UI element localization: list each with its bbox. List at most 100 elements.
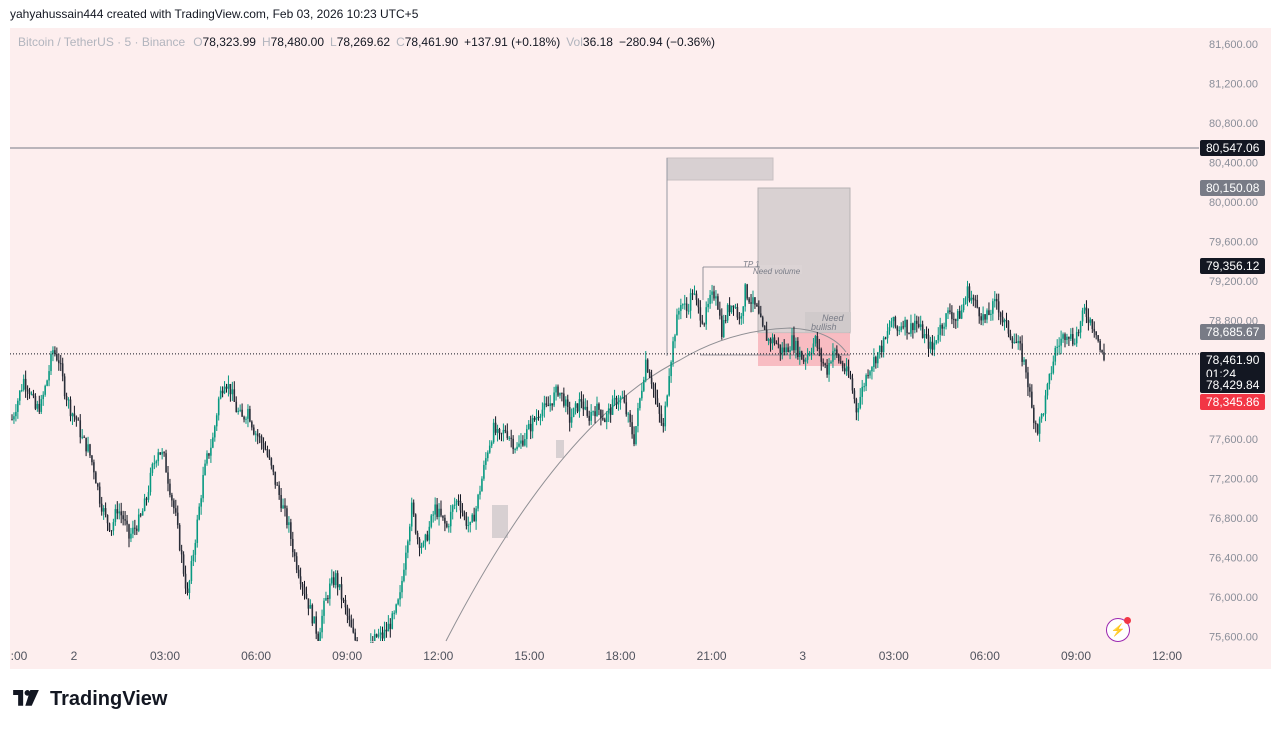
candle-body [814,336,817,344]
candle-body [143,498,146,512]
candle-body [1060,338,1062,346]
symbol-name[interactable]: Bitcoin / TetherUS · 5 · Binance [18,35,186,49]
candle-body [307,598,310,609]
low-label: L [330,35,337,49]
candle-body [81,436,83,438]
candle-body [1050,372,1053,374]
candle-body [937,334,940,341]
candle-body [656,398,659,405]
price-tag: 78,429.84 [1200,377,1265,393]
candle-body [500,433,503,435]
candle-body [32,393,35,397]
candle-body [1031,391,1033,408]
candle-body [545,403,548,406]
candle-body [182,554,185,574]
price-tag-label: 80,150.08 [1206,181,1260,195]
candle-body [63,376,66,397]
candle-body [77,419,80,421]
candle-body [652,384,655,390]
candle-body [754,297,756,305]
candle-body [670,362,672,377]
candle-body [424,534,427,543]
candle-body [153,463,156,465]
candle-body [779,344,782,354]
symbol-legend: Bitcoin / TetherUS · 5 · Binance O78,323.… [18,35,721,49]
candle-body [1103,352,1105,360]
candle-body [721,315,723,337]
candle-body [711,291,713,295]
candle-body [935,340,938,344]
candle-body [680,305,682,311]
candle-body [906,319,908,334]
candle-body [664,405,667,427]
candle-body [235,401,238,413]
candle-body [225,386,228,389]
candle-body [379,632,382,635]
candle-body [286,508,288,526]
candle-body [810,352,813,354]
price-lines-layer [10,147,1199,355]
candle-body [795,340,797,351]
candle-body [1007,321,1010,334]
candle-body [120,511,122,516]
candle-body [175,508,177,513]
time-tick-label: 09:00 [1061,649,1091,663]
candle-body [204,463,206,475]
candle-body [730,305,733,313]
candle-body [884,337,887,339]
candle-body [492,422,495,443]
lightning-alert-icon[interactable]: ⚡ [1106,617,1131,642]
candle-body [1070,334,1072,339]
candle-body [264,448,267,450]
candle-body [401,580,403,593]
candle-body [455,500,458,505]
candle-body [917,323,920,327]
candle-body [736,307,739,318]
candle-body [1073,343,1076,345]
candle-body [241,409,243,417]
candle-body [744,284,746,307]
candle-body [598,403,600,410]
candle-body [1019,340,1021,344]
candle-body [576,403,579,412]
candle-body [198,506,200,520]
candle-body [223,386,226,394]
candle-body [219,390,222,399]
candle-body [878,345,881,353]
candle-body [923,334,926,338]
candle-body [134,527,136,529]
candle-body [584,406,587,410]
price-change: +137.91 (+0.18%) [464,35,561,49]
candle-body [633,434,635,445]
candle-body [1083,307,1086,311]
candle-body [297,569,300,577]
candle-body [691,293,694,295]
candle-body [939,324,941,335]
candle-body [504,429,507,432]
price-tag: 78,685.67 [1200,324,1265,340]
candle-body [89,444,91,456]
candle-body [487,452,489,459]
candle-body [465,516,468,526]
candle-body [1085,307,1088,317]
candle-body [818,347,821,350]
candle-body [65,396,68,401]
candle-body [877,352,879,364]
candle-body [1097,335,1099,341]
candle-body [535,416,538,420]
price-tag-label: 79,356.12 [1206,259,1260,273]
candle-body [855,399,858,413]
candle-body [1027,372,1029,388]
volume-value: 36.18 [582,35,613,49]
candle-body [650,377,653,385]
candle-body [578,399,581,412]
candle-body [348,615,351,620]
price-tick-label: 76,800.00 [1209,513,1258,525]
candle-body [828,362,830,375]
candle-body [639,398,641,409]
candle-body [873,357,875,368]
candle-body [184,573,187,589]
candle-body [200,498,202,507]
candle-body [566,399,569,408]
candle-body [356,640,358,642]
